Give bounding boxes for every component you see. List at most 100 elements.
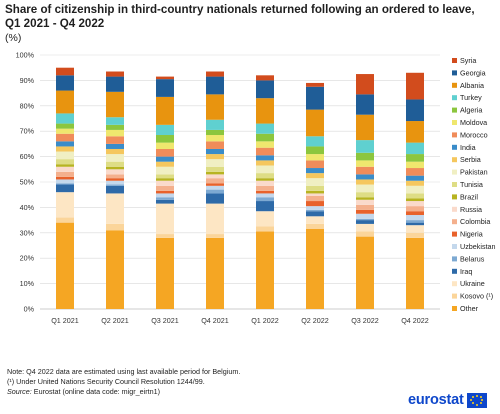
bar-segment	[106, 193, 124, 224]
bar-segment	[256, 80, 274, 99]
bar-segment	[206, 203, 224, 235]
bar-segment	[206, 159, 224, 167]
source-label: Source:	[7, 387, 32, 396]
legend-label: Turkey	[460, 93, 482, 102]
bar-segment	[106, 161, 124, 167]
bar-segment	[406, 121, 424, 143]
bar-segment	[56, 179, 74, 184]
bar-segment	[56, 192, 74, 218]
stacked-bar-chart: 0% 10% 20% 30% 40% 50% 60% 70% 80% 90% 100% Q1 2021…	[16, 51, 496, 326]
bar-segment	[206, 119, 224, 130]
bar-segment	[306, 206, 324, 210]
legend-swatch	[452, 182, 457, 187]
bar-segment	[156, 234, 174, 238]
bar-segment	[106, 223, 124, 231]
bar-segment	[406, 193, 424, 199]
y-tick-label: 40%	[20, 203, 35, 212]
legend-swatch	[452, 157, 457, 163]
bar-segment	[156, 174, 174, 179]
bar-segment	[356, 204, 374, 210]
legend-swatch	[452, 244, 457, 249]
bar-segment	[256, 165, 274, 174]
bar-segment	[156, 76, 174, 80]
bar-segment	[156, 166, 174, 175]
x-tick-label: Q2 2021	[101, 316, 129, 325]
bar-segment	[106, 230, 124, 309]
legend-swatch	[452, 231, 457, 237]
bar-segment	[206, 148, 224, 155]
bar-segment	[56, 176, 74, 180]
legend-label: Albania	[460, 81, 484, 90]
bar-segment	[356, 209, 374, 214]
bar-segment	[56, 90, 74, 114]
bar-segment	[56, 151, 74, 160]
bar-segment	[56, 128, 74, 134]
legend-label: Serbia	[460, 155, 481, 164]
bar-segment	[256, 190, 274, 194]
bar-segment	[106, 166, 124, 170]
bar-segment	[106, 154, 124, 162]
bar-segment	[156, 203, 174, 235]
legend-swatch	[452, 144, 457, 150]
x-tick-label: Q3 2022	[351, 316, 379, 325]
legend-swatch	[452, 70, 457, 76]
bar-segment	[356, 179, 374, 185]
bar-segment	[256, 193, 274, 198]
bar-segment	[306, 86, 324, 110]
bar-segment	[406, 206, 424, 212]
bar-segment	[356, 94, 374, 115]
bar-segment	[306, 82, 324, 87]
bar-segment	[156, 161, 174, 167]
legend-swatch	[452, 132, 457, 138]
bar-segment	[156, 199, 174, 204]
bar-segment	[356, 74, 374, 95]
bar-segment	[406, 198, 424, 202]
bar-segment	[156, 237, 174, 309]
bar-segment	[406, 154, 424, 162]
bar-segment	[256, 180, 274, 186]
bar-segment	[306, 223, 324, 229]
bar-segment	[406, 220, 424, 223]
bar-segment	[56, 75, 74, 91]
bar-segment	[306, 178, 324, 186]
legend-label: Colombia	[460, 217, 490, 226]
legend-label: Ukraine	[460, 279, 485, 288]
bar-segment	[256, 201, 274, 212]
bar-segment	[206, 166, 224, 172]
legend-swatch	[452, 194, 457, 200]
bar-segment	[156, 142, 174, 149]
bar-segment	[406, 225, 424, 233]
bar-segment	[256, 211, 274, 227]
y-tick-label: 100%	[16, 51, 35, 60]
bar-segment	[406, 237, 424, 309]
bar-segment	[106, 91, 124, 118]
bar-segment	[356, 152, 374, 161]
bar-segment	[206, 174, 224, 179]
bar-segment	[306, 160, 324, 169]
footnotes: Note: Q4 2022 data are estimated using l…	[7, 367, 240, 397]
bar-segment	[256, 231, 274, 309]
legend-label: Brazil	[460, 192, 478, 201]
bar-segment	[256, 141, 274, 148]
legend-swatch	[452, 281, 457, 287]
bar-segment	[406, 211, 424, 216]
bar-segment	[206, 94, 224, 120]
bar-segment	[306, 185, 324, 191]
bar-segment	[306, 193, 324, 196]
bar-segment	[106, 129, 124, 137]
bar-segment	[306, 211, 324, 217]
legend-label: Morocco	[460, 130, 488, 139]
y-tick-label: 80%	[20, 101, 35, 110]
bar-segment	[106, 169, 124, 175]
bar-segment	[56, 141, 74, 147]
bar-segment	[406, 72, 424, 100]
bar-segment	[106, 71, 124, 77]
bar-segment	[256, 98, 274, 124]
bar-segment	[206, 234, 224, 238]
bar-segment	[406, 99, 424, 122]
legend-swatch	[452, 107, 457, 113]
bar-segment	[406, 180, 424, 186]
x-tick-label: Q1 2021	[51, 316, 79, 325]
bar-segment	[356, 223, 374, 232]
bar-segment	[256, 155, 274, 161]
